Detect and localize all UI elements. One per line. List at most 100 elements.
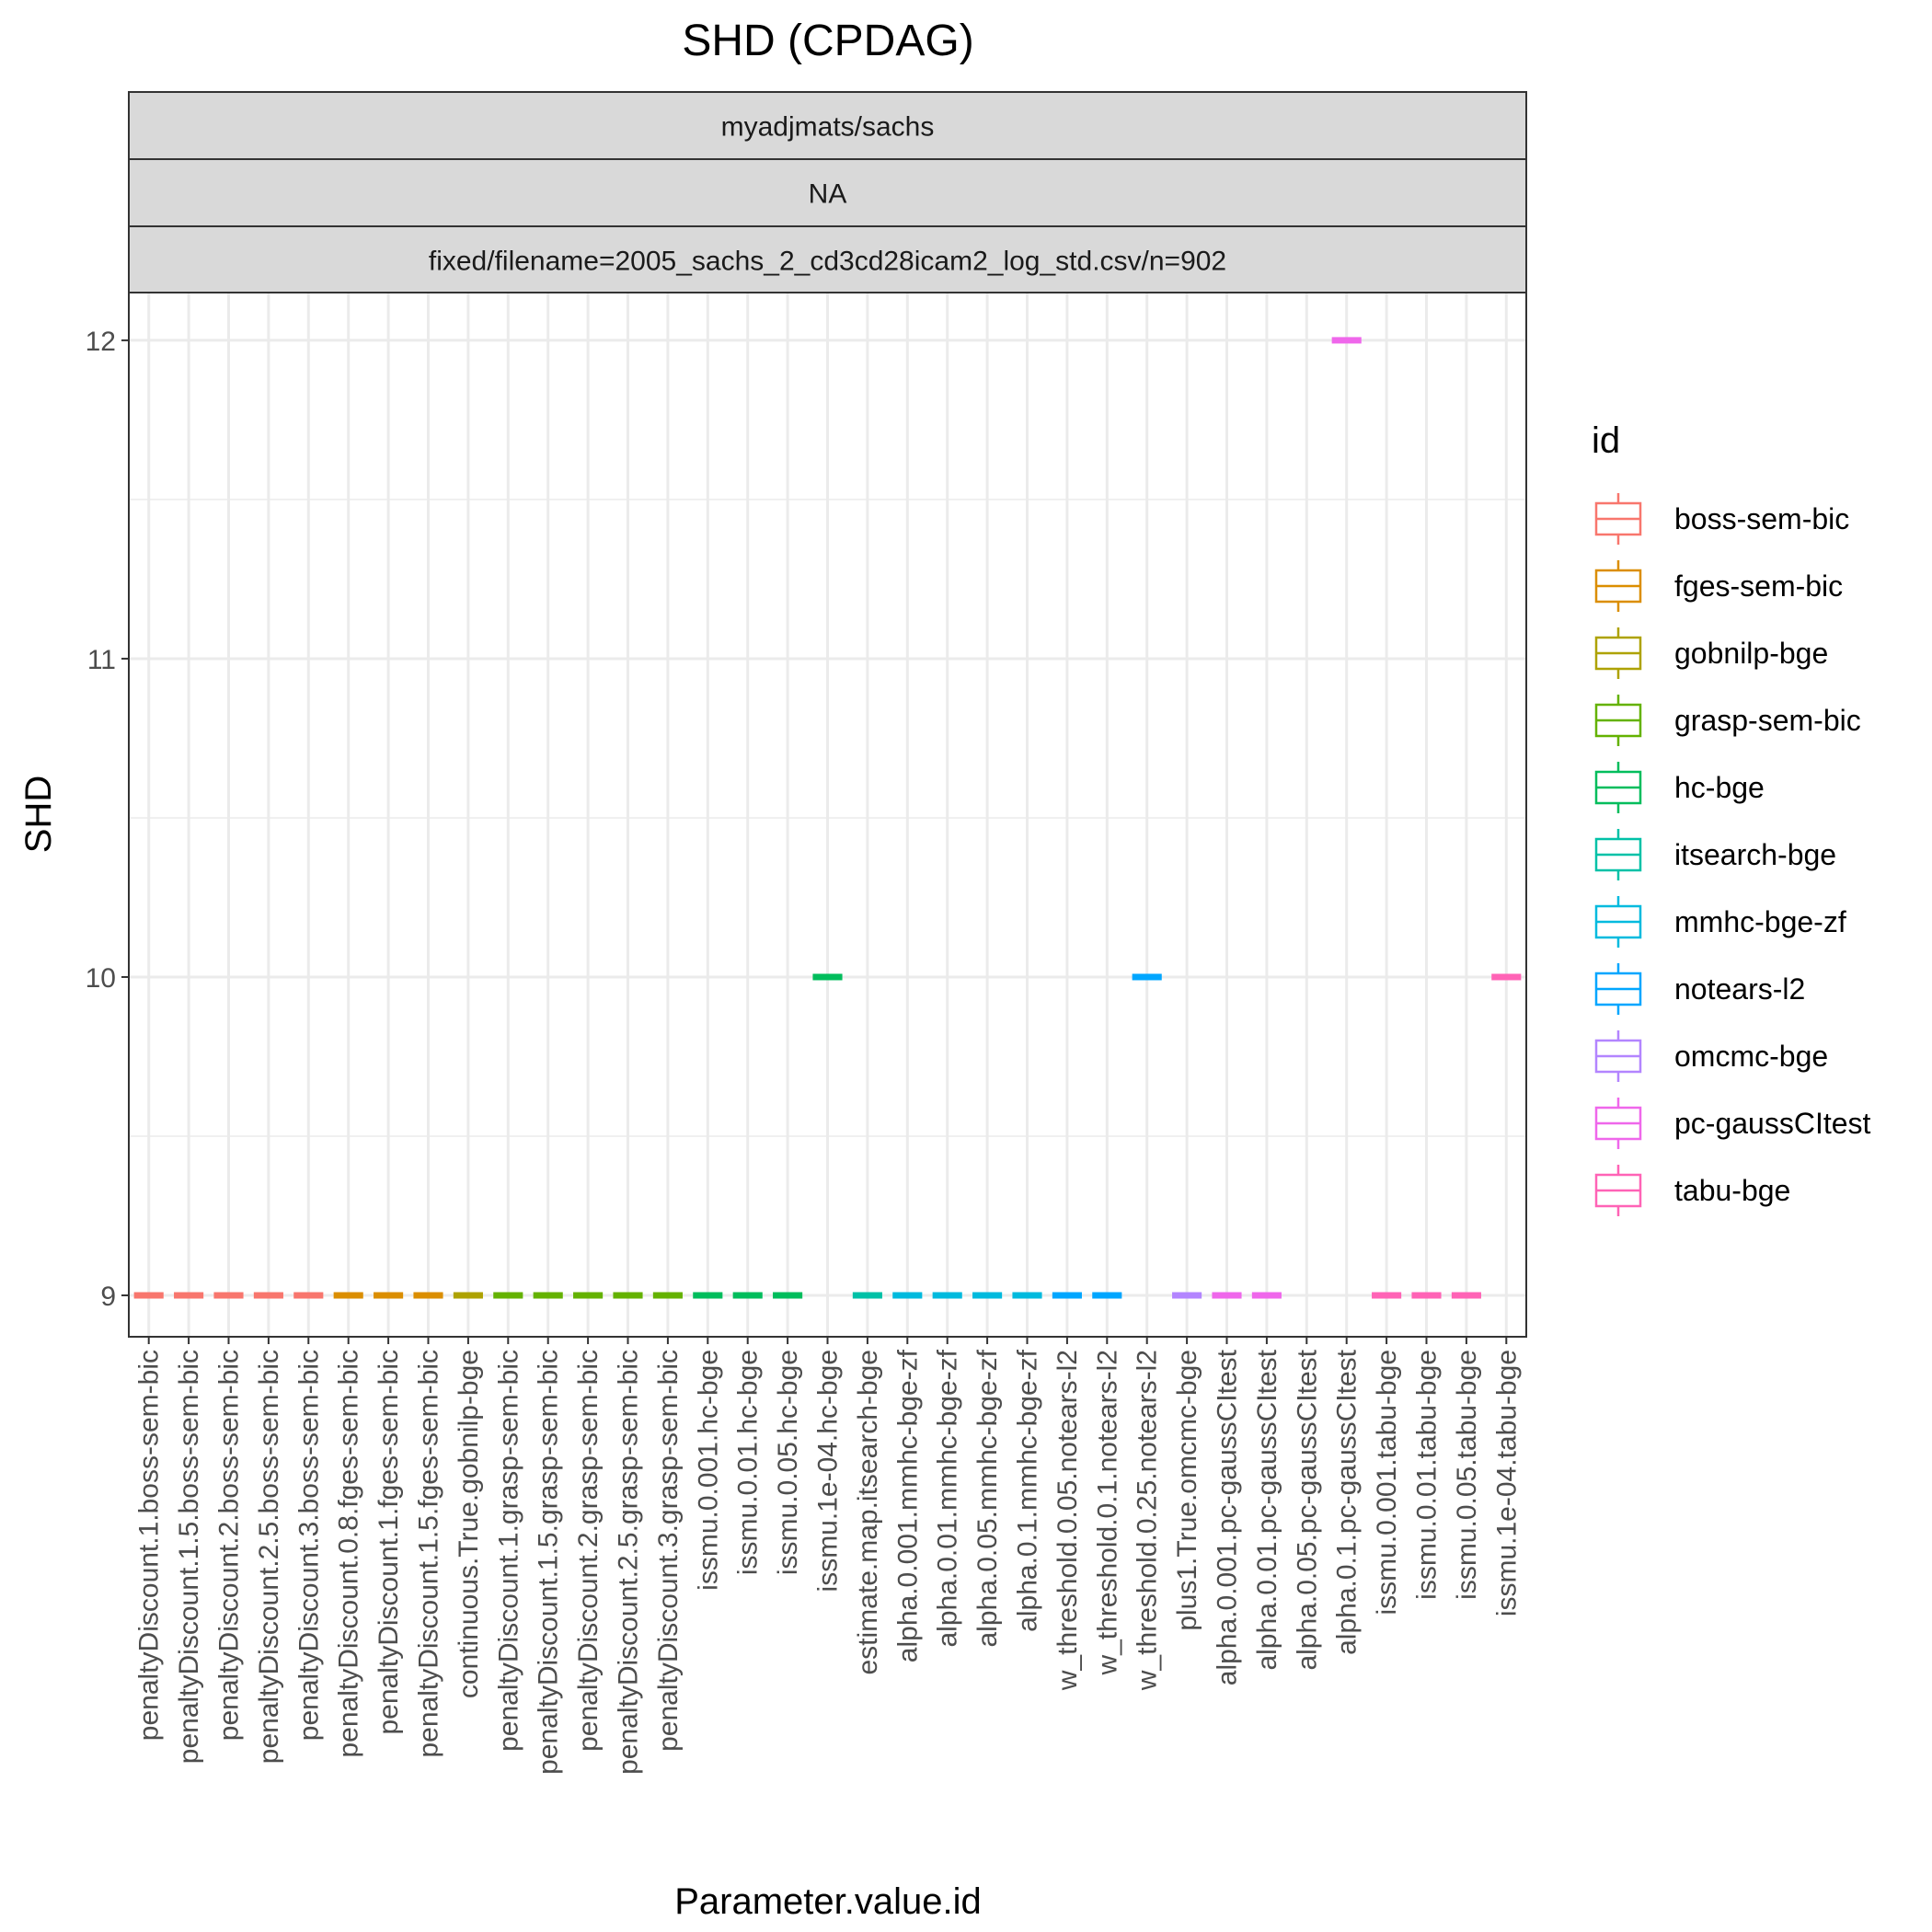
x-tick-label: penaltyDiscount.1.5.grasp-sem-bic bbox=[534, 1350, 564, 1775]
legend-label: gobnilp-bge bbox=[1674, 637, 1828, 670]
box-grasp-sem-bic bbox=[573, 1292, 604, 1299]
x-tick-label: alpha.0.01.mmhc-bge-zf bbox=[933, 1349, 963, 1647]
plot-panel bbox=[128, 292, 1527, 1338]
x-tick-label: penaltyDiscount.1.boss-sem-bic bbox=[134, 1350, 165, 1741]
box-fges-sem-bic bbox=[374, 1292, 404, 1299]
facet-strip-label: myadjmats/sachs bbox=[721, 112, 935, 143]
x-tick-label: estimate.map.itsearch-bge bbox=[853, 1350, 883, 1675]
x-tick-label: alpha.0.05.mmhc-bge-zf bbox=[972, 1349, 1003, 1647]
facet-strips: myadjmats/sachs NA fixed/filename=2005_sac… bbox=[128, 91, 1527, 294]
box-pc-gaussCItest bbox=[1331, 337, 1362, 344]
box-fges-sem-bic bbox=[413, 1292, 443, 1299]
box-tabu-bge bbox=[1372, 1292, 1402, 1299]
x-tick-label: w_threshold.0.05.notears-l2 bbox=[1052, 1350, 1083, 1691]
box-notears-l2 bbox=[1092, 1292, 1122, 1299]
x-tick-label: issmu.1e-04.tabu-bge bbox=[1491, 1350, 1522, 1616]
legend-label: hc-bge bbox=[1674, 771, 1765, 804]
legend-label: tabu-bge bbox=[1674, 1174, 1790, 1207]
box-boss-sem-bic bbox=[133, 1292, 164, 1299]
x-tick-label: alpha.0.1.pc-gaussCItest bbox=[1332, 1349, 1363, 1655]
y-tick-label: 12 bbox=[86, 327, 116, 357]
facet-strip bbox=[128, 225, 1527, 294]
legend-label: notears-l2 bbox=[1674, 972, 1805, 1006]
box-hc-bge bbox=[693, 1292, 723, 1299]
x-tick-label: penaltyDiscount.2.5.grasp-sem-bic bbox=[614, 1350, 644, 1775]
box-boss-sem-bic bbox=[174, 1292, 204, 1299]
legend-label: fges-sem-bic bbox=[1674, 569, 1843, 603]
x-tick-label: penaltyDiscount.2.grasp-sem-bic bbox=[573, 1350, 604, 1752]
legend-item: hc-bge bbox=[1594, 762, 1765, 813]
box-boss-sem-bic bbox=[213, 1292, 244, 1299]
box-notears-l2 bbox=[1132, 973, 1162, 981]
x-tick-label: issmu.1e-04.hc-bge bbox=[813, 1350, 844, 1592]
x-tick-label: issmu.0.001.tabu-bge bbox=[1372, 1350, 1402, 1616]
x-tick-label: w_threshold.0.25.notears-l2 bbox=[1133, 1350, 1163, 1691]
y-axis-title: SHD bbox=[18, 776, 59, 853]
box-pc-gaussCItest bbox=[1212, 1292, 1242, 1299]
legend-item: pc-gaussCItest bbox=[1594, 1098, 1871, 1149]
box-boss-sem-bic bbox=[293, 1292, 324, 1299]
legend-label: boss-sem-bic bbox=[1674, 502, 1849, 535]
x-tick-label: issmu.0.05.tabu-bge bbox=[1452, 1350, 1482, 1600]
x-tick-label: plus1.True.omcmc-bge bbox=[1172, 1350, 1202, 1631]
legend-item: fges-sem-bic bbox=[1594, 560, 1843, 612]
box-boss-sem-bic bbox=[253, 1292, 283, 1299]
legend-item: gobnilp-bge bbox=[1594, 627, 1828, 679]
x-tick-label: issmu.0.01.tabu-bge bbox=[1412, 1350, 1443, 1600]
box-mmhc-bge-zf bbox=[892, 1292, 923, 1299]
box-fges-sem-bic bbox=[333, 1292, 363, 1299]
legend-label: pc-gaussCItest bbox=[1674, 1107, 1871, 1140]
legend-label: mmhc-bge-zf bbox=[1674, 905, 1846, 938]
x-tick-label: penaltyDiscount.3.grasp-sem-bic bbox=[653, 1350, 684, 1752]
legend-item: itsearch-bge bbox=[1594, 829, 1836, 880]
box-grasp-sem-bic bbox=[652, 1292, 683, 1299]
box-tabu-bge bbox=[1411, 1292, 1442, 1299]
x-tick-label: alpha.0.001.pc-gaussCItest bbox=[1213, 1349, 1243, 1685]
x-axis: penaltyDiscount.1.boss-sem-bic penaltyDis… bbox=[134, 1337, 1522, 1775]
y-tick-label: 11 bbox=[87, 645, 116, 675]
box-omcmc-bge bbox=[1172, 1292, 1202, 1299]
facet-strip-label: NA bbox=[809, 179, 847, 210]
box-mmhc-bge-zf bbox=[1012, 1292, 1042, 1299]
boxplot-marks bbox=[133, 337, 1522, 1299]
legend-item: grasp-sem-bic bbox=[1594, 695, 1861, 746]
facet-strip bbox=[128, 91, 1527, 160]
box-tabu-bge bbox=[1491, 973, 1522, 981]
x-tick-label: continuous.True.gobnilp-bge bbox=[454, 1350, 484, 1698]
x-tick-label: w_threshold.0.1.notears-l2 bbox=[1092, 1350, 1122, 1676]
x-tick-label: penaltyDiscount.3.boss-sem-bic bbox=[293, 1350, 324, 1741]
x-tick-label: alpha.0.01.pc-gaussCItest bbox=[1252, 1349, 1282, 1670]
facet-strip bbox=[128, 158, 1527, 227]
y-axis: 9 10 11 12 bbox=[86, 327, 129, 1312]
box-mmhc-bge-zf bbox=[972, 1292, 1003, 1299]
box-tabu-bge bbox=[1451, 1292, 1481, 1299]
legend-item: mmhc-bge-zf bbox=[1594, 896, 1846, 948]
x-tick-label: penaltyDiscount.1.fges-sem-bic bbox=[374, 1350, 404, 1735]
box-hc-bge bbox=[732, 1292, 763, 1299]
box-grasp-sem-bic bbox=[533, 1292, 563, 1299]
box-pc-gaussCItest bbox=[1251, 1292, 1282, 1299]
x-tick-label: penaltyDiscount.1.5.boss-sem-bic bbox=[174, 1350, 204, 1764]
legend: id boss-sem-bic fges-sem-bic gobnilp-bge gr… bbox=[1592, 420, 1871, 1216]
box-notears-l2 bbox=[1052, 1292, 1082, 1299]
x-tick-label: penaltyDiscount.0.8.fges-sem-bic bbox=[334, 1350, 364, 1758]
legend-item: notears-l2 bbox=[1594, 963, 1805, 1015]
gridlines bbox=[129, 293, 1526, 1337]
box-mmhc-bge-zf bbox=[932, 1292, 962, 1299]
legend-label: omcmc-bge bbox=[1674, 1040, 1828, 1073]
legend-title: id bbox=[1592, 420, 1620, 461]
box-hc-bge bbox=[773, 1292, 803, 1299]
facet-strip-label: fixed/filename=2005_sachs_2_cd3cd28icam2… bbox=[429, 247, 1226, 277]
plot-title: SHD (CPDAG) bbox=[682, 17, 973, 65]
x-axis-title: Parameter.value.id bbox=[674, 1881, 982, 1922]
x-tick-label: issmu.0.001.hc-bge bbox=[693, 1350, 723, 1591]
x-tick-label: penaltyDiscount.2.boss-sem-bic bbox=[214, 1350, 245, 1741]
legend-label: itsearch-bge bbox=[1674, 838, 1836, 871]
box-itsearch-bge bbox=[852, 1292, 882, 1299]
box-grasp-sem-bic bbox=[613, 1292, 643, 1299]
y-tick-label: 9 bbox=[100, 1282, 116, 1312]
legend-label: grasp-sem-bic bbox=[1674, 704, 1861, 737]
legend-item: omcmc-bge bbox=[1594, 1030, 1828, 1082]
box-gobnilp-bge bbox=[453, 1292, 483, 1299]
